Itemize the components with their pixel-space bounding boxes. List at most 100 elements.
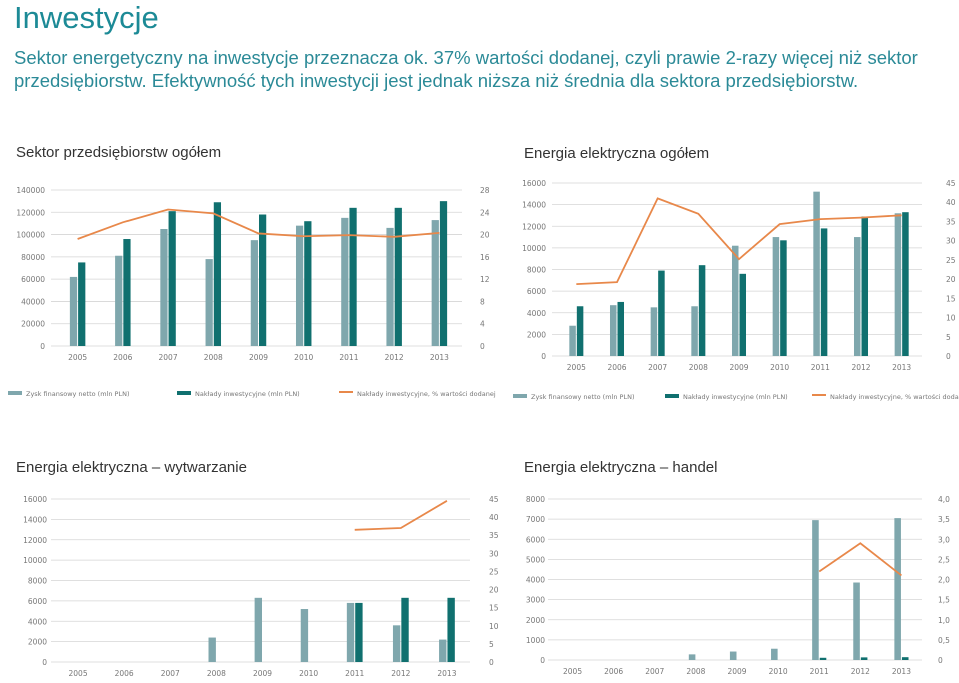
bar-zysk (392, 625, 401, 662)
bar-zysk (300, 609, 309, 662)
y-tick-label: 20000 (21, 320, 45, 329)
bar-zysk (853, 237, 861, 356)
bar-zysk (208, 637, 216, 662)
y2-tick-label: 1,5 (938, 596, 950, 605)
x-tick-label: 2007 (161, 669, 180, 678)
x-tick-label: 2009 (727, 667, 746, 676)
x-tick-label: 2010 (294, 353, 313, 362)
x-tick-label: 2013 (892, 363, 911, 372)
y2-tick-label: 28 (480, 186, 490, 195)
x-tick-label: 2005 (68, 353, 87, 362)
y-tick-label: 14000 (23, 515, 47, 524)
y2-tick-label: 25 (489, 567, 499, 576)
bar-zysk (894, 213, 902, 356)
y-tick-label: 10000 (23, 556, 47, 565)
y2-tick-label: 20 (480, 231, 490, 240)
x-tick-label: 2007 (159, 353, 178, 362)
x-tick-label: 2005 (567, 363, 586, 372)
x-tick-label: 2008 (689, 363, 708, 372)
x-tick-label: 2010 (770, 363, 789, 372)
page-title: Inwestycje (14, 0, 159, 35)
bar-naklady (394, 207, 402, 346)
bar-zysk (812, 520, 819, 660)
y-tick-label: 16000 (23, 495, 47, 504)
x-tick-label: 2012 (385, 353, 404, 362)
y2-tick-label: 20 (946, 275, 956, 284)
bar-zysk (115, 255, 123, 346)
y2-tick-label: 25 (946, 256, 956, 265)
y-tick-label: 6000 (526, 535, 545, 544)
x-tick-label: 2013 (430, 353, 449, 362)
y2-tick-label: 0 (489, 658, 494, 667)
y2-tick-label: 5 (489, 640, 494, 649)
y-tick-label: 120000 (16, 208, 45, 217)
bar-zysk (853, 582, 860, 660)
bar-naklady (860, 657, 868, 660)
y-tick-label: 6000 (28, 597, 47, 606)
x-tick-label: 2006 (113, 353, 132, 362)
x-tick-label: 2009 (249, 353, 268, 362)
x-tick-label: 2007 (645, 667, 664, 676)
y2-tick-label: 4 (480, 320, 485, 329)
y-tick-label: 140000 (16, 186, 45, 195)
bar-naklady (439, 201, 448, 346)
chart-title-wytwarzanie: Energia elektryczna – wytwarzanie (16, 459, 247, 476)
bar-zysk (386, 227, 394, 346)
bar-zysk (250, 240, 258, 346)
bar-naklady (617, 301, 625, 356)
y-tick-label: 16000 (522, 179, 546, 188)
y-tick-label: 4000 (526, 576, 545, 585)
bar-naklady (168, 211, 176, 346)
y-tick-label: 8000 (526, 495, 545, 504)
legend-swatch (812, 394, 826, 396)
legend-label: Nakłady inwestycyjne, % wartości dodanej (830, 393, 959, 401)
bar-naklady (780, 240, 787, 356)
line-procent (77, 208, 440, 240)
x-tick-label: 2006 (607, 363, 626, 372)
x-tick-label: 2011 (339, 353, 358, 362)
y2-tick-label: 45 (489, 495, 499, 504)
y2-tick-label: 4,0 (938, 495, 950, 504)
y2-tick-label: 2,0 (938, 576, 950, 585)
bar-naklady (355, 602, 363, 662)
x-tick-label: 2011 (810, 667, 829, 676)
y2-tick-label: 30 (489, 549, 499, 558)
x-tick-label: 2009 (729, 363, 748, 372)
legend-label: Nakłady inwestycyjne (mln PLN) (195, 390, 300, 398)
bar-zysk (894, 518, 901, 660)
y2-tick-label: 30 (946, 237, 956, 246)
y-tick-label: 1000 (526, 636, 545, 645)
y2-tick-label: 24 (480, 208, 490, 217)
y-tick-label: 100000 (16, 231, 45, 240)
bar-zysk (295, 225, 304, 346)
x-tick-label: 2010 (769, 667, 788, 676)
x-tick-label: 2006 (604, 667, 623, 676)
y2-tick-label: 20 (489, 586, 499, 595)
x-tick-label: 2008 (686, 667, 705, 676)
y-tick-label: 14000 (522, 201, 546, 210)
y2-tick-label: 0,5 (938, 636, 950, 645)
legend-swatch (513, 394, 527, 398)
x-tick-label: 2007 (648, 363, 667, 372)
chart-title-handel: Energia elektryczna – handel (524, 459, 718, 476)
bar-zysk (729, 651, 737, 660)
legend-label: Zysk finansowy netto (mln PLN) (26, 390, 129, 398)
bar-naklady (739, 273, 747, 356)
bar-naklady (902, 212, 909, 356)
bar-naklady (658, 270, 665, 356)
line-procent (818, 542, 902, 577)
y2-tick-label: 40 (489, 513, 499, 522)
x-tick-label: 2012 (851, 363, 870, 372)
y-tick-label: 2000 (527, 330, 546, 339)
bar-zysk (691, 306, 698, 356)
y2-tick-label: 1,0 (938, 616, 950, 625)
y2-tick-label: 35 (489, 531, 499, 540)
chart-title-przedsiebiorstw: Sektor przedsiębiorstw ogółem (16, 144, 222, 161)
y-tick-label: 2000 (526, 616, 545, 625)
y2-tick-label: 35 (946, 217, 956, 226)
bar-naklady (861, 216, 869, 356)
bar-zysk (254, 597, 262, 662)
bar-naklady (576, 306, 584, 356)
y2-tick-label: 5 (946, 333, 951, 342)
y-tick-label: 8000 (527, 266, 546, 275)
